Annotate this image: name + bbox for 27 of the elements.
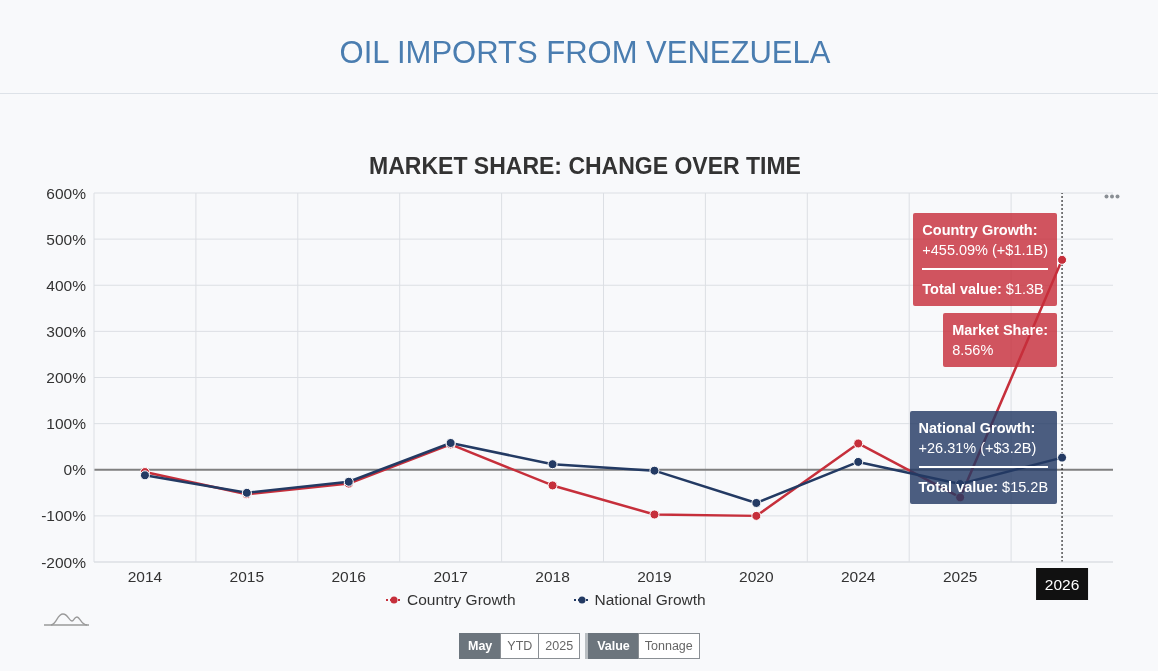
legend-label: Country Growth [407, 591, 516, 609]
y-tick-label: 600% [46, 184, 87, 202]
x-tick-label: 2020 [739, 568, 774, 585]
annotation: Total value: $1.3B [922, 280, 1045, 300]
x-tick-label: 2014 [127, 568, 163, 585]
x-tick-label: 2018 [535, 568, 570, 585]
legend-label: National Growth [594, 591, 706, 609]
chart-title: OIL IMPORTS FROM VENEZUELA [338, 34, 832, 72]
x-tick-label: 2024 [841, 568, 876, 585]
annotation: Market Share: 8.56% [952, 322, 1049, 361]
x-tick-label: 2017 [433, 568, 468, 585]
annotation: Country Growth: +455.09% (+$1.1B) [922, 222, 1049, 261]
x-tick-label: 2019 [637, 568, 672, 585]
y-tick-label: 200% [46, 369, 87, 386]
annotation: National Growth: +26.31% (+$3.2B) [918, 420, 1038, 459]
y-tick-label: -100% [41, 507, 87, 525]
y-tick-label: 100% [46, 415, 87, 433]
x-tick-label: 2015 [229, 568, 265, 585]
x-tick-label: 2016 [331, 568, 366, 585]
x-tick-label: 2025 [942, 568, 978, 585]
y-tick-label: 300% [46, 322, 87, 340]
y-tick-label: -200% [41, 553, 87, 571]
y-tick-label: 400% [46, 276, 87, 294]
y-tick-label: 0% [63, 461, 87, 479]
y-tick-label: 500% [46, 230, 87, 248]
x-tick-label: 2026 [1044, 576, 1080, 593]
chart-subtitle: MARKET SHARE: CHANGE OVER TIME [368, 152, 802, 181]
